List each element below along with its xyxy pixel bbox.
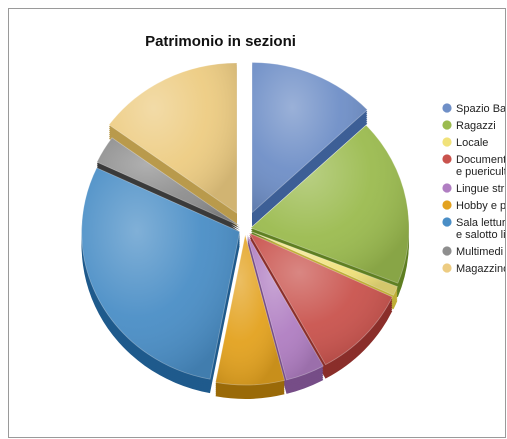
legend-swatch — [442, 103, 452, 113]
chart-frame: Patrimonio in sezioni Spazio Ba Ragazzi Lo… — [8, 8, 506, 438]
legend-swatch — [442, 246, 452, 256]
pie-slice-sheen — [109, 62, 237, 213]
pie-slice-sheen — [247, 234, 324, 380]
pie-slice-sheen — [250, 231, 398, 296]
legend-item: Multimedi — [442, 246, 503, 258]
pie-slice-depth — [250, 233, 398, 298]
pie-slice-sheen — [215, 235, 285, 385]
legend-swatch — [442, 263, 452, 273]
legend-swatch — [442, 183, 452, 193]
legend-label: Hobby e p — [456, 200, 506, 212]
legend-item: Ragazzi — [442, 120, 496, 132]
legend-label: Lingue str — [456, 183, 505, 195]
pie-slice-sheen — [252, 62, 368, 213]
legend-swatch — [442, 154, 452, 164]
legend-item: Hobby e p — [442, 200, 506, 212]
legend-label: e salotto li — [456, 229, 506, 241]
legend-swatch — [442, 200, 452, 210]
pie-slices — [81, 62, 410, 399]
pie-slice-sheen — [96, 137, 240, 226]
legend-item: Spazio Ba — [442, 103, 506, 115]
legend-swatch — [442, 120, 452, 130]
legend-swatch — [442, 137, 452, 147]
legend-item: Lingue str — [442, 183, 505, 195]
legend-label: Document — [456, 154, 506, 166]
legend-label: Sala lettur — [456, 217, 506, 229]
legend-label: Multimedi — [456, 246, 503, 258]
legend-label: Spazio Ba — [456, 103, 506, 115]
pie-slice-sheen — [249, 233, 393, 365]
pie-slice-sheen — [81, 167, 240, 380]
legend-label: e puericult — [456, 166, 506, 178]
pie-slice-sheen — [250, 125, 409, 284]
chart-title: Patrimonio in sezioni — [145, 33, 296, 50]
legend-swatch — [442, 217, 452, 227]
legend-label: Ragazzi — [456, 120, 496, 132]
legend-label: Magazzino — [456, 263, 506, 275]
legend-label: Locale — [456, 137, 488, 149]
legend-item: Magazzino — [442, 263, 506, 275]
legend-item: Locale — [442, 137, 488, 149]
